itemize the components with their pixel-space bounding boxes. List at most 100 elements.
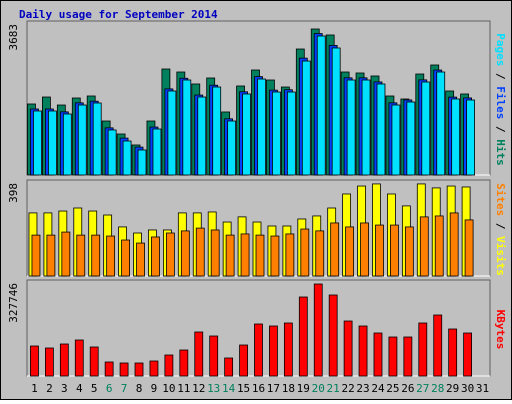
legend-entry: Pages — [494, 33, 507, 66]
bar — [463, 332, 472, 377]
bar — [301, 60, 311, 176]
bar — [212, 86, 222, 176]
bar — [182, 79, 192, 176]
bar — [167, 90, 177, 176]
x-tick-label: 25 — [386, 382, 399, 395]
y-tick-label: 398 — [7, 183, 20, 203]
bar — [242, 93, 251, 176]
bar — [358, 325, 368, 377]
bar — [331, 47, 341, 176]
bar — [436, 71, 446, 176]
bar — [136, 242, 145, 277]
bar — [107, 129, 117, 176]
bar — [225, 234, 235, 277]
x-tick-label: 19 — [297, 382, 310, 395]
bar — [74, 339, 84, 377]
bar — [270, 235, 280, 277]
bar — [449, 212, 459, 277]
bar — [152, 128, 162, 176]
x-tick-label: 6 — [106, 382, 113, 395]
x-tick-label: 24 — [371, 382, 385, 395]
bar — [194, 331, 204, 377]
bar — [119, 362, 129, 377]
bar — [315, 230, 325, 277]
y-tick-label: 327746 — [7, 283, 20, 323]
bar — [210, 229, 220, 277]
x-tick-label: 7 — [121, 382, 128, 395]
x-tick-label: 26 — [401, 382, 414, 395]
bar — [227, 120, 237, 176]
bar — [403, 336, 413, 377]
bar — [343, 320, 353, 377]
bar — [76, 234, 86, 277]
bar — [137, 149, 147, 176]
bar — [62, 113, 72, 176]
bar — [104, 361, 114, 377]
legend-entry: Hits — [494, 139, 507, 166]
x-tick-label: 30 — [461, 382, 474, 395]
legend: Sites / Visits — [494, 183, 507, 276]
bar — [33, 110, 42, 176]
bar — [122, 140, 132, 176]
bar — [45, 347, 54, 377]
legend-entry: Visits — [494, 236, 507, 276]
x-tick-label: 10 — [162, 382, 175, 395]
x-tick-label: 14 — [222, 382, 236, 395]
x-tick-label: 1 — [31, 382, 38, 395]
bar — [388, 336, 398, 377]
bar — [390, 224, 399, 277]
bar — [373, 332, 383, 377]
y-tick-label: 3683 — [7, 24, 20, 51]
bar — [328, 294, 338, 377]
x-tick-label: 4 — [76, 382, 83, 395]
x-tick-label: 21 — [327, 382, 340, 395]
bar — [106, 235, 116, 277]
bar — [300, 228, 310, 277]
x-tick-label: 9 — [151, 382, 158, 395]
x-tick-label: 23 — [356, 382, 369, 395]
bar — [451, 98, 461, 176]
legend-entry: Files — [494, 86, 507, 119]
bar — [345, 226, 355, 277]
bar — [421, 81, 431, 176]
bar — [285, 233, 295, 277]
bar — [89, 346, 99, 377]
bar — [30, 345, 39, 377]
bar — [164, 354, 174, 377]
bar — [59, 343, 69, 377]
x-tick-label: 3 — [61, 382, 68, 395]
bar — [269, 325, 278, 377]
bar — [224, 357, 234, 377]
bar — [257, 78, 266, 176]
bar — [330, 222, 340, 277]
bar — [448, 328, 458, 377]
bar — [92, 102, 102, 176]
bar — [361, 79, 371, 176]
chart-title: Daily usage for September 2014 — [19, 8, 218, 21]
x-tick-label: 15 — [237, 382, 250, 395]
bar — [433, 314, 443, 377]
x-tick-label: 18 — [282, 382, 295, 395]
legend: Pages / Files / Hits — [494, 33, 507, 166]
legend-separator: / — [494, 66, 507, 86]
bar — [406, 101, 416, 176]
bar — [286, 91, 296, 176]
bar — [466, 99, 475, 176]
x-tick-label: 22 — [341, 382, 354, 395]
bar — [195, 227, 205, 277]
bar — [272, 91, 281, 176]
x-tick-label: 29 — [446, 382, 459, 395]
bar — [375, 224, 384, 277]
bar — [197, 96, 207, 176]
x-tick-label: 20 — [312, 382, 325, 395]
x-tick-label: 12 — [192, 382, 205, 395]
x-tick-label: 13 — [207, 382, 220, 395]
legend-separator: / — [494, 119, 507, 139]
bar — [239, 344, 248, 377]
bar — [61, 231, 71, 277]
bar — [419, 216, 429, 277]
bar — [346, 79, 356, 176]
bar — [149, 360, 159, 377]
bar — [316, 35, 326, 176]
